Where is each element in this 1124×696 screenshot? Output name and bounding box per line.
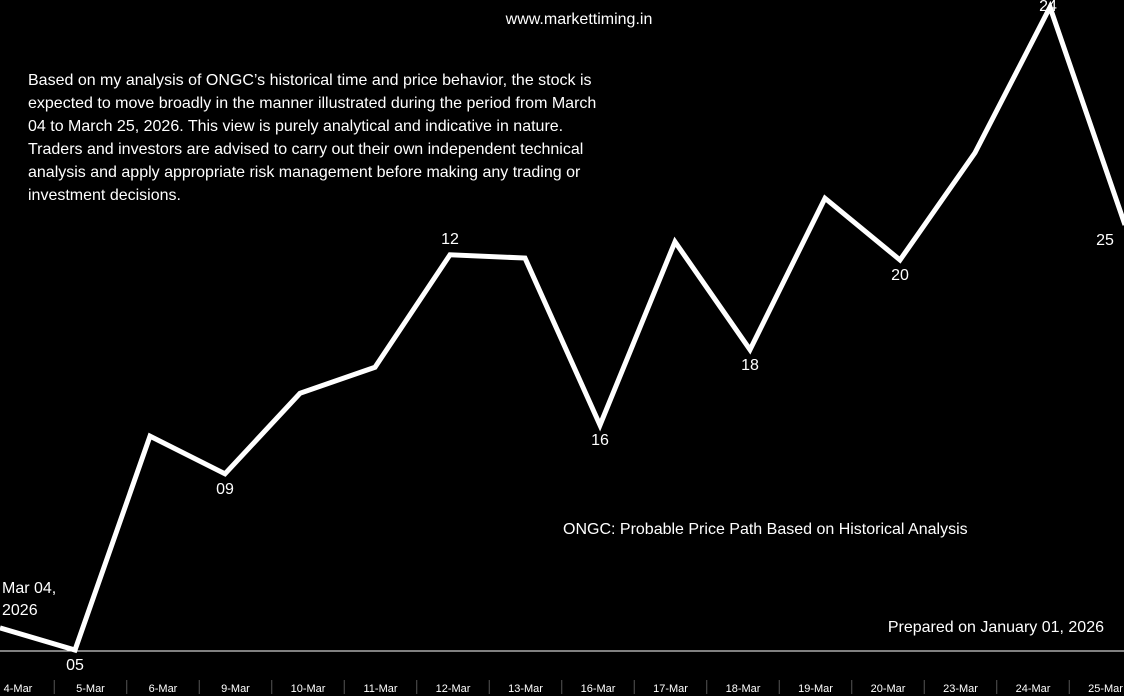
point-label: 25 (1096, 231, 1114, 249)
point-label: Mar 04, 2026 (2, 579, 57, 619)
point-label: 20 (891, 267, 909, 284)
chart-title: ONGC: Probable Price Path Based on Histo… (563, 521, 968, 538)
x-tick-label: 6-Mar (149, 683, 178, 695)
x-tick-label: 18-Mar (726, 683, 761, 695)
x-tick-label: 19-Mar (798, 683, 833, 695)
price-path (0, 0, 1124, 654)
point-label: 05 (66, 657, 84, 674)
point-label: 12 (441, 230, 459, 248)
x-tick-label: 20-Mar (871, 683, 906, 695)
x-tick-label: 13-Mar (508, 683, 543, 695)
x-tick-label: 9-Mar (221, 683, 250, 695)
site-name: www.markettiming.in (505, 11, 653, 28)
x-tick-label: 24-Mar (1016, 683, 1051, 695)
point-label: 24 (1039, 0, 1057, 15)
x-tick-label: 17-Mar (653, 683, 688, 695)
x-tick-label: 12-Mar (436, 683, 471, 695)
x-tick-label: 25-Mar (1088, 683, 1123, 695)
prepared-date: Prepared on January 01, 2026 (887, 619, 1104, 636)
x-tick-label: 16-Mar (581, 683, 616, 695)
point-label: 16 (591, 432, 609, 450)
x-tick-label: 5-Mar (76, 683, 105, 695)
x-tick-label: 23-Mar (943, 683, 978, 695)
point-label: 18 (741, 356, 759, 374)
x-tick-label: 4-Mar (4, 683, 33, 695)
x-tick-label: 10-Mar (291, 683, 326, 695)
x-tick-label: 11-Mar (363, 683, 397, 695)
disclaimer: Based on my analysis of ONGC’s historica… (28, 72, 597, 204)
point-label: 09 (216, 480, 234, 498)
